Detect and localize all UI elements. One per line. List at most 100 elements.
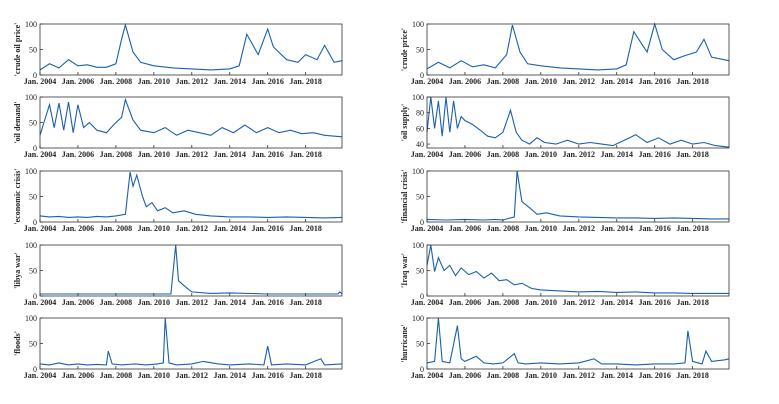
y-tick-label: 0: [33, 292, 37, 301]
x-tick-label: Jan. 2004: [411, 371, 443, 380]
y-tick-label: 0: [420, 218, 424, 227]
y-tick-label: 0: [420, 292, 424, 301]
x-tick-label: Jan. 2016: [251, 298, 283, 307]
x-tick-label: Jan. 2010: [138, 224, 170, 233]
axes-frame: [426, 23, 730, 76]
x-tick-label: Jan. 2014: [601, 150, 633, 159]
chart-panel: 0 50 100 Jan. 2004 Jan. 2006 Jan. 2008 Jan. 20…: [400, 314, 730, 380]
x-tick-label: Jan. 2008: [100, 77, 132, 86]
y-tick-label: 100: [25, 314, 37, 323]
x-tick-label: Jan. 2004: [24, 371, 56, 380]
x-tick-label: Jan. 2006: [62, 371, 94, 380]
axes-frame: [39, 244, 343, 297]
series-line: [39, 97, 343, 138]
y-tick-label: 100: [25, 167, 37, 176]
x-tick-label: Jan. 2010: [138, 77, 170, 86]
series-line: [426, 96, 730, 148]
x-tick-label: Jan. 2008: [100, 371, 132, 380]
y-tick-label: 100: [412, 241, 424, 250]
x-tick-label: Jan. 2018: [289, 77, 321, 86]
x-tick-label: Jan. 2018: [289, 224, 321, 233]
y-tick-label: 80: [416, 109, 424, 118]
x-tick-label: Jan. 2006: [62, 224, 94, 233]
y-tick-label: 100: [412, 314, 424, 323]
y-tick-label: 50: [29, 193, 37, 202]
y-tick-label: 0: [33, 218, 37, 227]
y-axis-label: 'Iraq war': [400, 253, 409, 288]
y-tick-label: 50: [29, 267, 37, 276]
x-tick-label: Jan. 2010: [138, 298, 170, 307]
chart-panel: 0 50 100 Jan. 2004 Jan. 2006 Jan. 2008 Jan. 20…: [13, 314, 343, 380]
x-tick-label: Jan. 2004: [411, 150, 443, 159]
x-tick-label: Jan. 2012: [563, 150, 595, 159]
y-tick-label: 0: [33, 144, 37, 153]
y-tick-label: 0: [420, 365, 424, 374]
axes-frame: [426, 170, 730, 223]
x-tick-label: Jan. 2010: [138, 150, 170, 159]
x-tick-label: Jan. 2016: [638, 150, 670, 159]
x-tick-label: Jan. 2016: [638, 77, 670, 86]
x-tick-label: Jan. 2016: [638, 371, 670, 380]
x-tick-label: Jan. 2004: [411, 298, 443, 307]
series-line: [426, 21, 730, 71]
y-tick-label: 50: [416, 267, 424, 276]
series-line: [39, 171, 343, 219]
x-tick-label: Jan. 2018: [676, 224, 708, 233]
series-line: [426, 170, 729, 221]
axes-frame: [39, 170, 343, 223]
y-axis-label: 'economic crisis': [13, 168, 22, 224]
x-tick-label: Jan. 2010: [525, 371, 557, 380]
x-tick-label: Jan. 2016: [251, 371, 283, 380]
axes-frame: [426, 96, 730, 149]
x-tick-label: Jan. 2006: [449, 224, 481, 233]
x-tick-label: Jan. 2006: [449, 150, 481, 159]
y-tick-label: 100: [412, 20, 424, 29]
x-tick-label: Jan. 2004: [411, 77, 443, 86]
x-tick-label: Jan. 2018: [289, 298, 321, 307]
x-tick-label: Jan. 2012: [563, 224, 595, 233]
x-tick-label: Jan. 2018: [676, 371, 708, 380]
x-tick-label: Jan. 2012: [563, 298, 595, 307]
y-axis-label: 'oil demand': [13, 101, 22, 143]
x-tick-label: Jan. 2006: [62, 77, 94, 86]
x-tick-label: Jan. 2006: [62, 298, 94, 307]
series-line: [39, 22, 343, 71]
x-tick-label: Jan. 2010: [525, 77, 557, 86]
x-tick-label: Jan. 2008: [487, 298, 519, 307]
axes-frame: [426, 317, 730, 370]
x-tick-label: Jan. 2004: [24, 298, 56, 307]
x-tick-label: Jan. 2018: [676, 298, 708, 307]
x-tick-label: Jan. 2012: [176, 77, 208, 86]
x-tick-label: Jan. 2014: [214, 298, 246, 307]
series-line: [39, 317, 343, 366]
x-tick-label: Jan. 2014: [601, 77, 633, 86]
x-tick-label: Jan. 2008: [487, 77, 519, 86]
y-tick-label: 50: [29, 46, 37, 55]
x-tick-label: Jan. 2016: [638, 224, 670, 233]
x-tick-label: Jan. 2012: [176, 371, 208, 380]
x-tick-label: Jan. 2010: [525, 298, 557, 307]
x-tick-label: Jan. 2004: [24, 77, 56, 86]
y-axis-label: 'crude oil price': [13, 23, 22, 77]
axes-frame: [39, 96, 343, 149]
y-tick-label: 40: [416, 140, 424, 149]
axes-frame: [39, 317, 343, 370]
x-tick-label: Jan. 2014: [214, 77, 246, 86]
x-tick-label: Jan. 2012: [563, 77, 595, 86]
x-tick-label: Jan. 2008: [100, 298, 132, 307]
x-tick-label: Jan. 2016: [638, 298, 670, 307]
y-axis-label: 'crude price': [400, 28, 409, 71]
x-tick-label: Jan. 2006: [449, 298, 481, 307]
chart-panel: 40 60 80 100 Jan. 2004 Jan. 2006 Jan. 2008 Jan.…: [400, 93, 730, 159]
y-tick-label: 60: [416, 124, 424, 133]
y-tick-label: 50: [416, 46, 424, 55]
x-tick-label: Jan. 2008: [487, 150, 519, 159]
chart-panel: 0 50 100 Jan. 2004 Jan. 2006 Jan. 2008 Jan. 20…: [13, 167, 343, 233]
y-tick-label: 50: [29, 340, 37, 349]
x-tick-label: Jan. 2016: [251, 77, 283, 86]
y-tick-label: 0: [420, 71, 424, 80]
axes-frame: [39, 23, 343, 76]
y-tick-label: 100: [412, 167, 424, 176]
x-tick-label: Jan. 2014: [214, 150, 246, 159]
